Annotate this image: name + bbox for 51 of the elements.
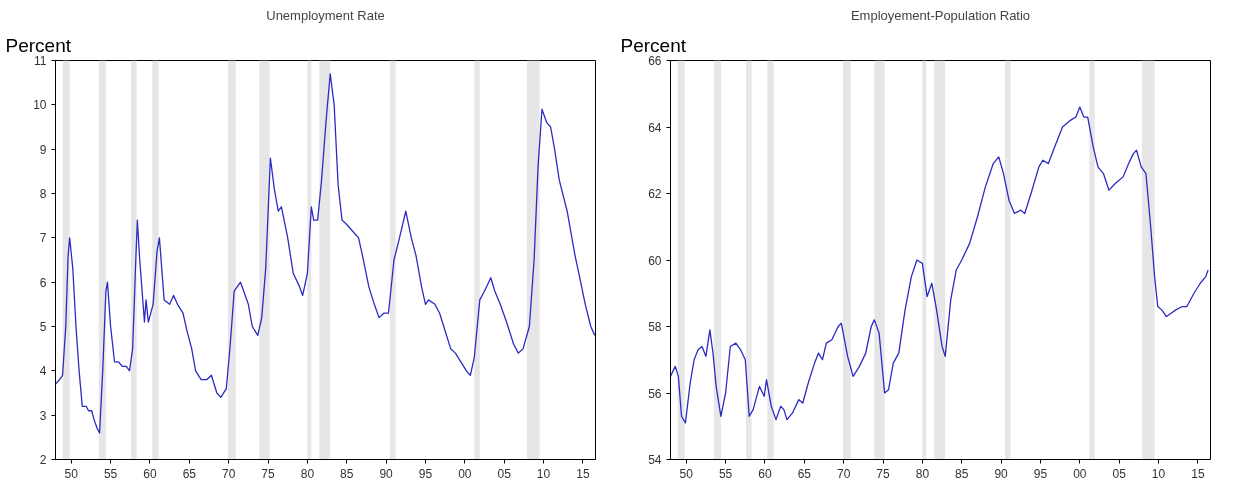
x-tick-label: 05 xyxy=(1112,466,1127,481)
x-tick-label: 10 xyxy=(536,466,551,481)
x-tick-label: 15 xyxy=(576,466,590,481)
x-tick-label: 55 xyxy=(103,466,118,481)
y-tick-label: 64 xyxy=(648,120,662,135)
y-tick-label: 56 xyxy=(648,386,662,401)
y-tick-label: 10 xyxy=(33,98,47,113)
y-tick-label: 4 xyxy=(39,364,47,379)
x-tick-label: 50 xyxy=(64,466,79,481)
y-tick-label: 5 xyxy=(39,320,47,334)
x-tick-label: 95 xyxy=(1033,466,1048,481)
y-tick-label: 60 xyxy=(648,253,662,268)
y-tick-label: 7 xyxy=(39,231,47,246)
line-series xyxy=(55,73,596,434)
x-tick-label: 85 xyxy=(955,466,969,481)
y-tick-label: 2 xyxy=(39,453,47,467)
x-tick-label: 15 xyxy=(1191,466,1205,481)
x-tick-label: 00 xyxy=(1073,466,1087,481)
y-tick-label: 54 xyxy=(648,453,662,467)
x-tick-label: 80 xyxy=(300,466,315,481)
x-tick-label: 65 xyxy=(797,466,812,481)
y-tick-label: 66 xyxy=(648,54,662,68)
y-tick-label: 8 xyxy=(39,187,47,201)
x-tick-label: 80 xyxy=(915,466,930,481)
x-tick-label: 75 xyxy=(876,466,891,481)
line-series xyxy=(670,106,1209,424)
x-tick-label: 90 xyxy=(994,466,1009,481)
y-tick-label: 62 xyxy=(648,187,662,201)
x-tick-label: 60 xyxy=(143,466,157,481)
x-tick-label: 75 xyxy=(261,466,276,481)
y-tick-label: 3 xyxy=(39,408,47,423)
y-axis-title: Percent xyxy=(5,34,72,56)
x-tick-label: 70 xyxy=(222,466,236,481)
chart-title: Employement-Population Ratio xyxy=(850,7,1031,23)
y-axis-title: Percent xyxy=(620,34,687,56)
x-tick-label: 00 xyxy=(458,466,472,481)
y-tick-label: 11 xyxy=(34,54,47,68)
x-tick-label: 70 xyxy=(837,466,851,481)
x-tick-label: 55 xyxy=(718,466,733,481)
x-tick-label: 60 xyxy=(758,466,772,481)
y-tick-label: 9 xyxy=(39,142,47,157)
x-tick-label: 10 xyxy=(1151,466,1166,481)
x-tick-label: 50 xyxy=(679,466,694,481)
y-tick-label: 58 xyxy=(648,320,662,334)
x-tick-label: 90 xyxy=(379,466,394,481)
x-tick-label: 65 xyxy=(182,466,197,481)
y-tick-label: 6 xyxy=(39,275,47,290)
x-tick-label: 05 xyxy=(497,466,512,481)
x-tick-label: 85 xyxy=(340,466,354,481)
x-tick-label: 95 xyxy=(418,466,433,481)
chart-title: Unemployment Rate xyxy=(266,7,385,23)
